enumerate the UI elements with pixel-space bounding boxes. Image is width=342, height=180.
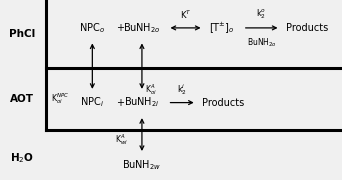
Text: BuNH$_{2o}$: BuNH$_{2o}$ [123,21,161,35]
Text: BuNH$_{2o}$: BuNH$_{2o}$ [247,37,277,50]
Text: K$_{oi}^A$: K$_{oi}^A$ [145,83,156,97]
Text: BuNH$_{2i}$: BuNH$_{2i}$ [124,96,160,109]
Text: AOT: AOT [10,94,34,104]
Text: K$_{wi}^A$: K$_{wi}^A$ [115,132,128,147]
Text: PhCl: PhCl [9,29,35,39]
Text: [T$^{\pm}$]$_o$: [T$^{\pm}$]$_o$ [210,21,235,35]
Text: NPC$_i$: NPC$_i$ [80,96,104,109]
Text: K$^T$: K$^T$ [180,8,192,21]
Text: k$_2^i$: k$_2^i$ [177,82,187,96]
Text: Products: Products [202,98,244,108]
Text: BuNH$_{2w}$: BuNH$_{2w}$ [122,158,161,172]
Text: K$_{oi}^{NPC}$: K$_{oi}^{NPC}$ [51,92,69,106]
Text: NPC$_o$: NPC$_o$ [79,21,105,35]
Text: k$_2^o$: k$_2^o$ [256,8,267,21]
Text: Products: Products [286,23,328,33]
Text: +: + [116,98,124,108]
Text: +: + [116,23,124,33]
Text: H$_2$O: H$_2$O [10,152,34,165]
